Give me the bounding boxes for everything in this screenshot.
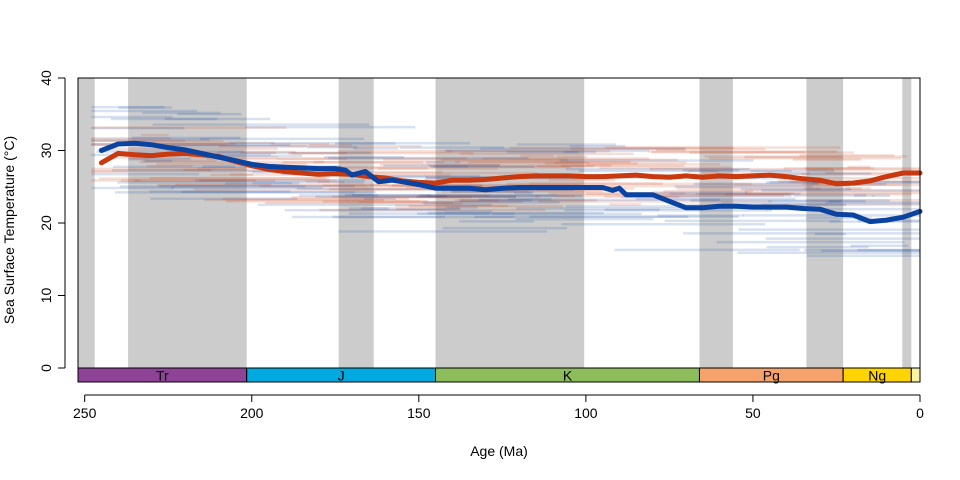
shaded-interval bbox=[128, 78, 247, 368]
x-tick-label: 0 bbox=[916, 405, 924, 421]
period-label: Tr bbox=[156, 368, 169, 384]
y-axis-title: Sea Surface Temperature (°C) bbox=[1, 136, 17, 324]
shaded-interval bbox=[699, 78, 733, 368]
period-segment bbox=[910, 367, 921, 383]
period-bar: Tr J K Pg Ng bbox=[77, 367, 921, 384]
x-tick-label: 50 bbox=[745, 405, 761, 421]
y-tick-label: 30 bbox=[38, 143, 54, 159]
data-range-bars bbox=[91, 105, 920, 257]
y-tick-label: 10 bbox=[38, 288, 54, 304]
x-tick-label: 150 bbox=[407, 405, 431, 421]
shaded-interval bbox=[78, 78, 95, 368]
period-label: K bbox=[563, 368, 573, 384]
x-tick-label: 200 bbox=[240, 405, 264, 421]
series-lines bbox=[98, 140, 923, 225]
y-tick-label: 20 bbox=[38, 215, 54, 231]
shaded-interval bbox=[435, 78, 585, 368]
shaded-intervals bbox=[78, 78, 912, 368]
x-axis-title: Age (Ma) bbox=[470, 443, 528, 459]
shaded-interval bbox=[338, 78, 374, 368]
period-label: Ng bbox=[868, 368, 886, 384]
y-tick-label: 40 bbox=[38, 70, 54, 86]
x-tick-label: 100 bbox=[574, 405, 598, 421]
plot-frame bbox=[77, 77, 921, 383]
period-label: J bbox=[338, 368, 345, 384]
series-line-2 bbox=[98, 140, 923, 225]
y-tick-label: 0 bbox=[38, 364, 54, 372]
x-tick-label: 250 bbox=[73, 405, 97, 421]
y-axis: 0 10 20 30 40 bbox=[38, 70, 66, 372]
period-label: Pg bbox=[763, 368, 780, 384]
shaded-interval bbox=[902, 78, 912, 368]
x-axis: 250 200 150 100 50 0 bbox=[73, 394, 924, 421]
shaded-interval bbox=[806, 78, 844, 368]
